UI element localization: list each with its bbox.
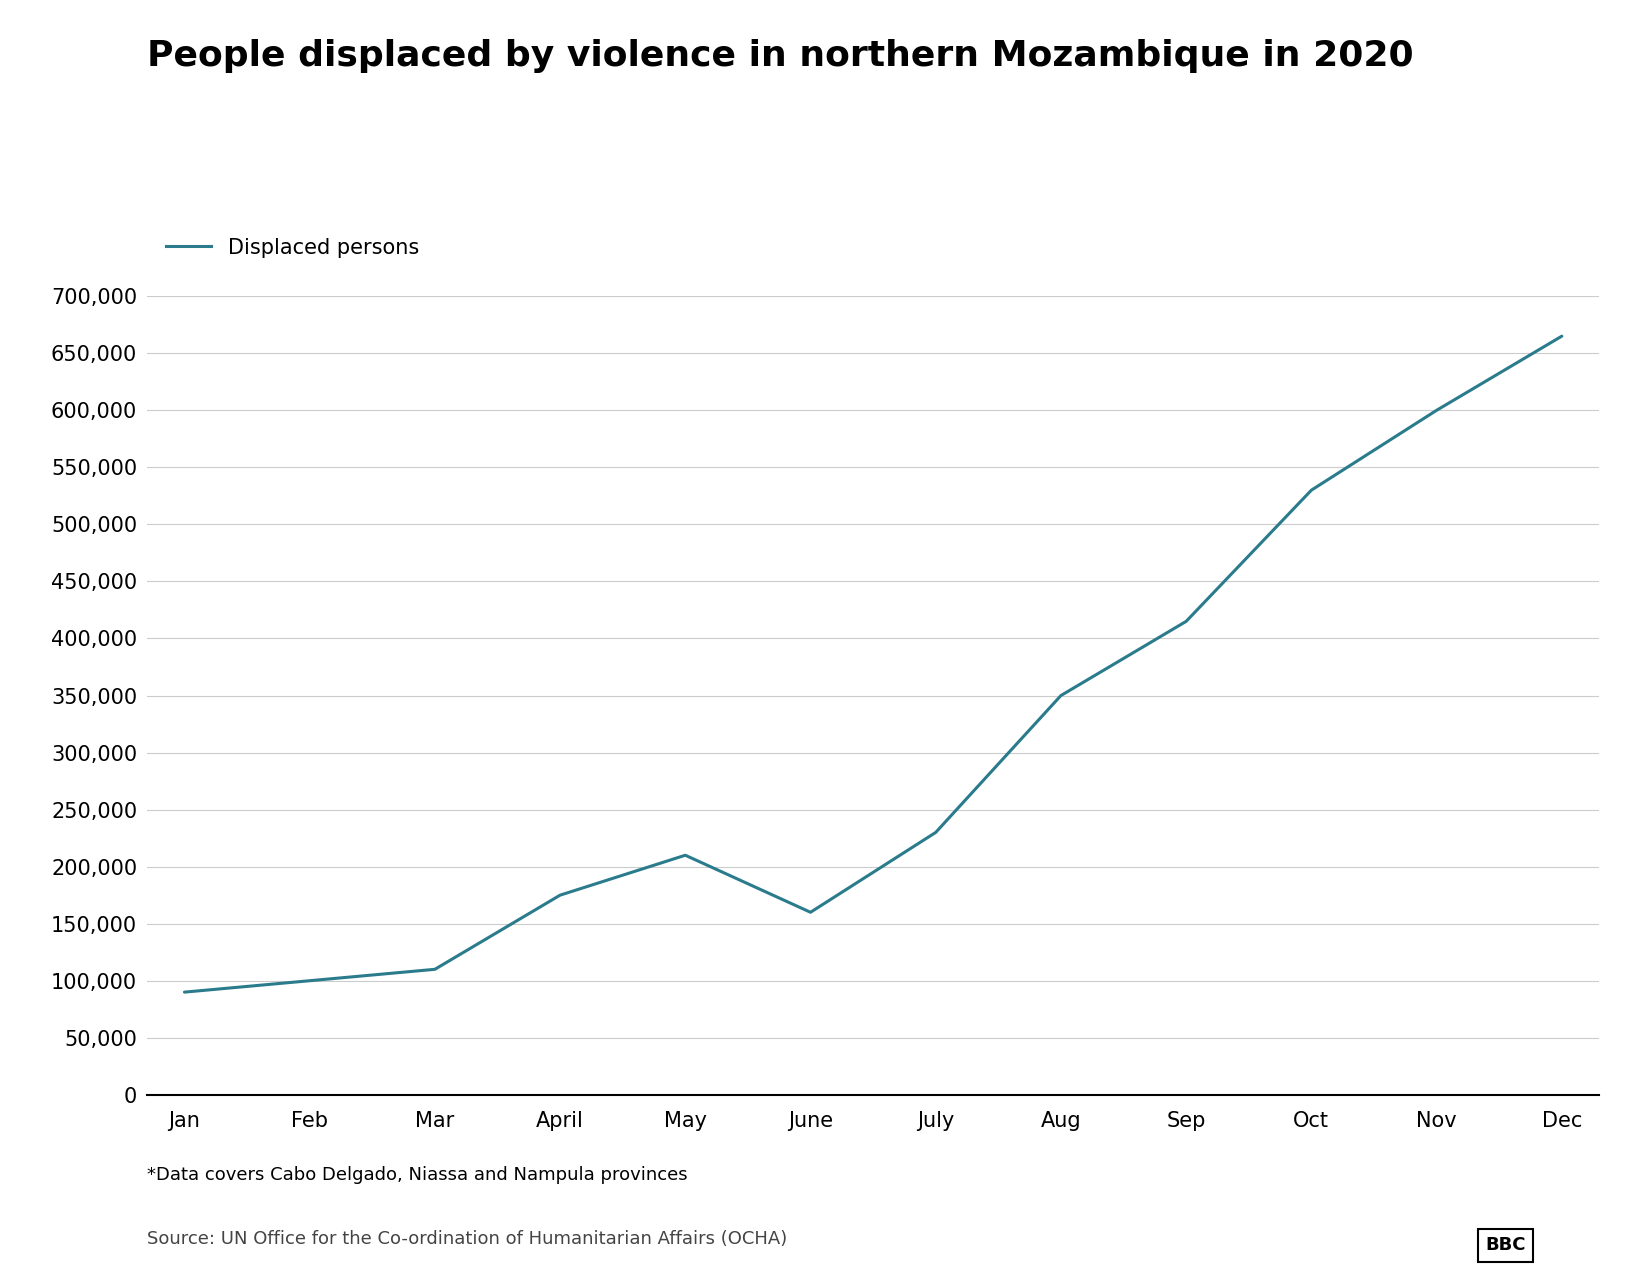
Text: BBC: BBC — [1485, 1236, 1526, 1255]
Text: *Data covers Cabo Delgado, Niassa and Nampula provinces: *Data covers Cabo Delgado, Niassa and Na… — [147, 1166, 687, 1184]
Text: People displaced by violence in northern Mozambique in 2020: People displaced by violence in northern… — [147, 39, 1413, 72]
Legend: Displaced persons: Displaced persons — [157, 229, 428, 267]
Text: Source: UN Office for the Co-ordination of Humanitarian Affairs (OCHA): Source: UN Office for the Co-ordination … — [147, 1230, 787, 1248]
